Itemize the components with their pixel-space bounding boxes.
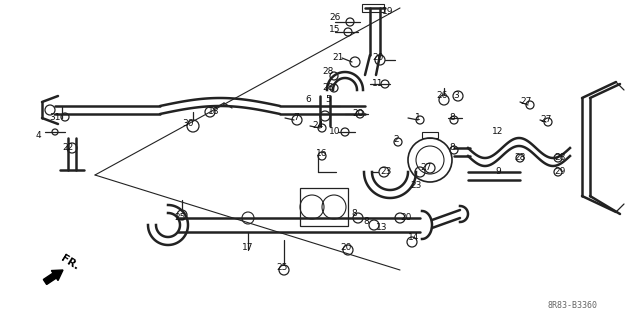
Text: 28: 28 <box>554 153 566 162</box>
Text: 3: 3 <box>453 92 459 100</box>
Text: 8R83-B3360: 8R83-B3360 <box>547 301 597 310</box>
Text: 8: 8 <box>449 144 455 152</box>
Text: 20: 20 <box>400 213 412 222</box>
Text: 2: 2 <box>393 136 399 145</box>
Text: 7: 7 <box>293 114 299 122</box>
Text: 28: 28 <box>323 68 333 77</box>
Text: 25: 25 <box>276 263 288 272</box>
Text: 29: 29 <box>554 167 566 176</box>
FancyArrow shape <box>44 270 63 285</box>
Text: 18: 18 <box>208 108 220 116</box>
Text: 21: 21 <box>332 54 344 63</box>
Text: 24: 24 <box>312 122 324 130</box>
Text: 5: 5 <box>325 95 331 105</box>
Bar <box>362 4 384 12</box>
Text: 22: 22 <box>62 144 74 152</box>
Text: 27: 27 <box>520 98 532 107</box>
Text: 20: 20 <box>340 243 352 253</box>
Text: FR.: FR. <box>59 253 81 272</box>
Text: 27: 27 <box>540 115 552 124</box>
Text: 16: 16 <box>316 150 328 159</box>
Text: 10: 10 <box>329 128 340 137</box>
Text: 14: 14 <box>408 234 420 242</box>
Text: 20: 20 <box>372 54 384 63</box>
Text: 23: 23 <box>380 167 392 176</box>
Text: 8: 8 <box>449 114 455 122</box>
Text: 13: 13 <box>376 224 388 233</box>
Text: 11: 11 <box>372 79 384 88</box>
Text: 9: 9 <box>495 167 501 176</box>
Text: 15: 15 <box>329 26 340 34</box>
Text: 12: 12 <box>492 128 504 137</box>
Text: 17: 17 <box>243 243 253 253</box>
Bar <box>300 188 348 226</box>
Text: 30: 30 <box>182 120 194 129</box>
Text: 31: 31 <box>49 114 61 122</box>
Text: 27: 27 <box>420 164 432 173</box>
Text: 23: 23 <box>410 182 422 190</box>
Text: 20: 20 <box>352 109 364 118</box>
Text: 19: 19 <box>382 8 394 17</box>
Text: 26: 26 <box>436 92 448 100</box>
Text: 25: 25 <box>174 213 186 222</box>
Text: 26: 26 <box>330 13 340 23</box>
Text: 1: 1 <box>415 114 421 122</box>
Text: 8: 8 <box>363 218 369 226</box>
Bar <box>422 132 438 138</box>
Text: 8: 8 <box>351 210 357 219</box>
Text: 4: 4 <box>35 131 41 140</box>
Text: 28: 28 <box>323 84 333 93</box>
Text: 6: 6 <box>305 95 311 105</box>
Text: 28: 28 <box>515 153 525 162</box>
